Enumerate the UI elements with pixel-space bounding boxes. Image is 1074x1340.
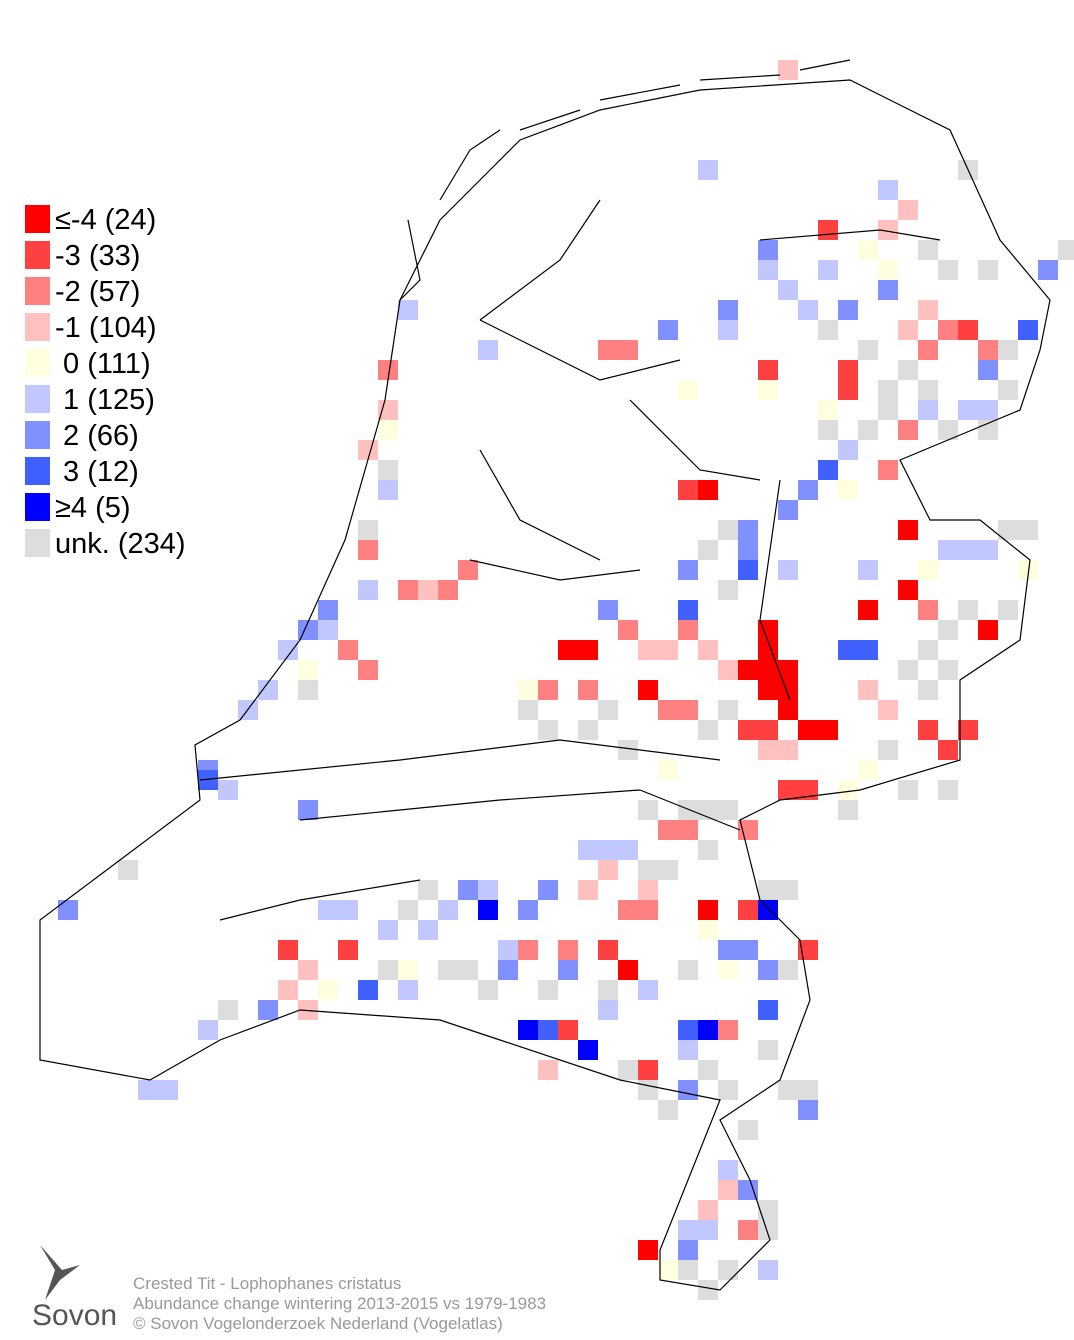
legend-label: -1 (104) (55, 312, 157, 344)
logo-bird (40, 1245, 80, 1300)
legend-swatch (25, 205, 50, 233)
legend-swatch (25, 529, 50, 557)
legend-swatch (25, 277, 50, 305)
legend-label: -3 (33) (55, 240, 140, 272)
cell-group (298, 240, 1038, 1280)
legend-swatch (25, 349, 50, 377)
legend-label: 0 (111) (55, 348, 151, 380)
legend-label: ≤-4 (24) (55, 204, 156, 236)
legend-swatch (25, 457, 50, 485)
cell-group (118, 160, 1074, 1300)
grid-cells (58, 60, 1074, 1300)
logo: Sovon (32, 1245, 117, 1332)
legend-label: 2 (66) (55, 420, 139, 452)
logo-text: Sovon (32, 1299, 117, 1332)
footer-line: © Sovon Vogelonderzoek Nederland (Vogela… (133, 1314, 503, 1333)
country-outline (39, 79, 1051, 1291)
cell-group (138, 160, 998, 1280)
footer-line: Abundance change wintering 2013-2015 vs … (133, 1294, 546, 1313)
legend-swatch (25, 385, 50, 413)
legend-swatch (25, 241, 50, 269)
legend-swatch (25, 421, 50, 449)
cell-group (478, 900, 778, 1060)
footer-line: Crested Tit - Lophophanes cristatus (133, 1274, 401, 1293)
legend-swatch (25, 493, 50, 521)
cell-group (558, 480, 998, 1260)
islands (399, 59, 851, 301)
legend-label: ≥4 (5) (55, 492, 131, 524)
legend-label: unk. (234) (55, 528, 186, 560)
legend-label: 3 (12) (55, 456, 139, 488)
legend-label: 1 (125) (55, 384, 155, 416)
legend-swatch (25, 313, 50, 341)
legend: ≤-4 (24) -3 (33) -2 (57) -1 (104) 0 (111) 1… (25, 204, 186, 560)
cell-group (58, 240, 1058, 1260)
inland-lines (199, 199, 941, 921)
legend-label: -2 (57) (55, 276, 140, 308)
